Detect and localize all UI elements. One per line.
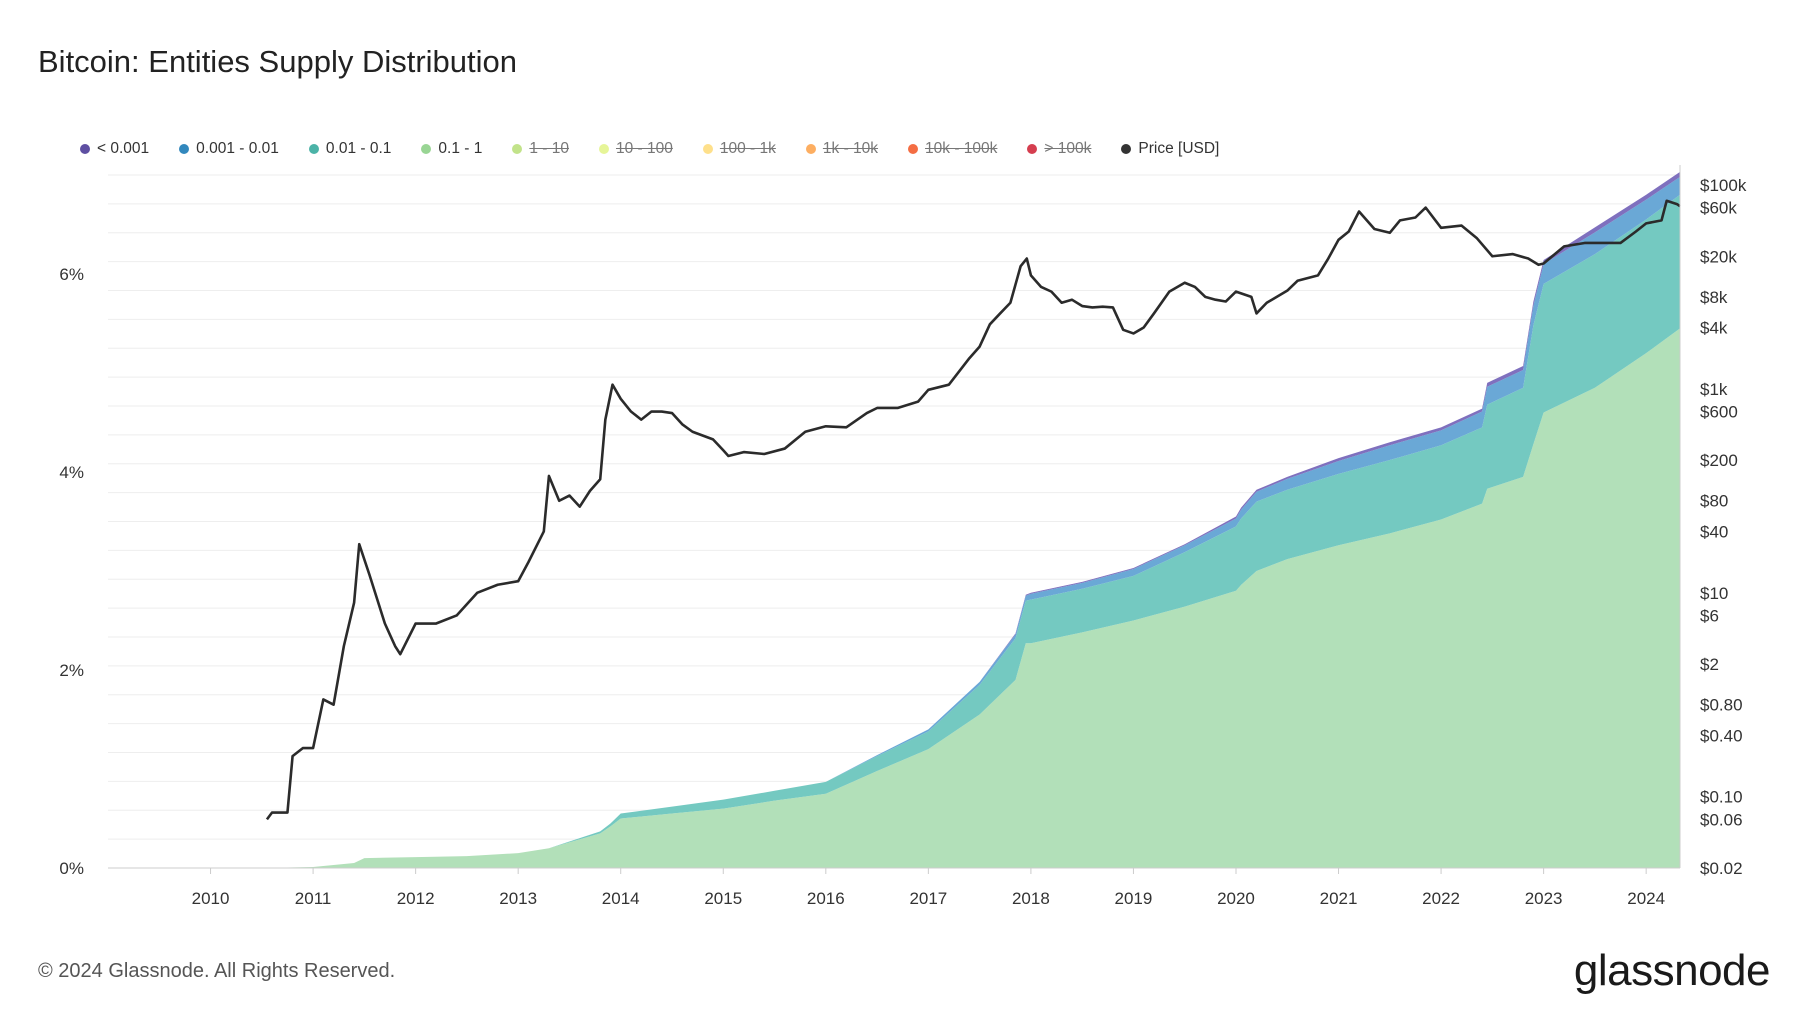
copyright-text: © 2024 Glassnode. All Rights Reserved.: [38, 960, 396, 982]
x-tick-label: 2012: [397, 889, 435, 908]
area-0-01-0-1: [108, 194, 1680, 868]
y-right-tick-label: $0.40: [1700, 726, 1743, 745]
legend-label: 0.01 - 0.1: [325, 140, 392, 157]
legend-dot-icon: [308, 144, 319, 154]
x-tick-label: 2015: [704, 889, 742, 908]
legend-label: > 100k: [1044, 140, 1092, 157]
y-right-tick-label: $20k: [1700, 247, 1737, 266]
legend-label: 100 - 1k: [719, 140, 776, 157]
x-tick-label: 2010: [192, 889, 230, 908]
legend-label: 0.1 - 1: [438, 140, 483, 157]
legend-dot-icon: [598, 144, 609, 154]
legend: < 0.001 0.001 - 0.01 0.01 - 0.1 0.1 - 1 1 - …: [80, 140, 1249, 158]
y-right-tick-label: $0.06: [1700, 810, 1743, 829]
y-left-tick-label: 4%: [59, 463, 84, 482]
x-tick-label: 2018: [1012, 889, 1050, 908]
x-tick-label: 2016: [807, 889, 845, 908]
price-series: [265, 199, 1681, 821]
legend-item[interactable]: Price [USD]: [1121, 140, 1219, 158]
area-series: [108, 171, 1680, 869]
x-tick-label: 2023: [1525, 889, 1563, 908]
legend-item[interactable]: > 100k: [1027, 140, 1091, 158]
area-0-1-1: [108, 328, 1680, 868]
legend-dot-icon: [179, 144, 190, 154]
y-right-tick-label: $40: [1700, 522, 1728, 541]
legend-dot-icon: [1027, 144, 1038, 154]
legend-label: Price [USD]: [1138, 140, 1220, 157]
legend-dot-icon: [908, 144, 919, 154]
y-right-tick-label: $100k: [1700, 176, 1747, 195]
y-left-tick-label: 6%: [59, 265, 84, 284]
legend-item[interactable]: < 0.001: [80, 140, 149, 158]
legend-label: 0.001 - 0.01: [196, 140, 279, 157]
x-tick-label: 2019: [1115, 889, 1153, 908]
legend-dot-icon: [1121, 144, 1132, 154]
y-right-tick-label: $2: [1700, 655, 1719, 674]
y-right-tick-label: $1k: [1700, 380, 1728, 399]
legend-item[interactable]: 1 - 10: [512, 140, 569, 158]
y-right-tick-label: $0.80: [1700, 696, 1743, 715]
legend-item[interactable]: 0.01 - 0.1: [308, 140, 392, 158]
legend-label: 10 - 100: [615, 140, 673, 157]
y-right-tick-label: $8k: [1700, 288, 1728, 307]
x-tick-label: 2017: [909, 889, 947, 908]
legend-label: 10k - 100k: [925, 140, 998, 157]
y-right-tick-label: $200: [1700, 451, 1738, 470]
legend-label: < 0.001: [97, 140, 150, 157]
legend-label: 1 - 10: [529, 140, 569, 157]
x-tick-label: 2021: [1320, 889, 1358, 908]
legend-label: 1k - 10k: [822, 140, 879, 157]
y-right-tick-label: $600: [1700, 403, 1738, 422]
legend-dot-icon: [805, 144, 816, 154]
x-tick-label: 2022: [1422, 889, 1460, 908]
price-line: [265, 199, 1681, 821]
y-right-tick-label: $0.02: [1700, 859, 1743, 878]
glassnode-logo: glassnode: [1573, 946, 1771, 995]
y-right-tick-label: $4k: [1700, 319, 1728, 338]
legend-item[interactable]: 0.1 - 1: [421, 140, 482, 158]
x-tick-label: 2013: [499, 889, 537, 908]
y-right-tick-label: $60k: [1700, 199, 1737, 218]
axes: 2010 2011 2012 2013 2014 2015 2016 2017 2018 2019…: [59, 165, 1747, 908]
legend-dot-icon: [421, 144, 432, 154]
y-left-tick-label: 2%: [59, 661, 84, 680]
y-right-tick-label: $0.10: [1700, 788, 1743, 807]
legend-item[interactable]: 100 - 1k: [702, 140, 776, 158]
chart-title: Bitcoin: Entities Supply Distribution: [38, 44, 518, 79]
legend-item[interactable]: 10 - 100: [598, 140, 673, 158]
legend-dot-icon: [702, 144, 713, 154]
legend-dot-icon: [512, 144, 523, 154]
x-tick-label: 2024: [1627, 889, 1665, 908]
legend-item[interactable]: 10k - 100k: [908, 140, 997, 158]
x-tick-label: 2014: [602, 889, 640, 908]
legend-dot-icon: [80, 144, 90, 154]
y-right-tick-label: $6: [1700, 606, 1719, 625]
legend-item[interactable]: 1k - 10k: [805, 140, 879, 158]
x-tick-label: 2011: [295, 889, 332, 908]
x-tick-label: 2020: [1217, 889, 1255, 908]
legend-item[interactable]: 0.001 - 0.01: [179, 140, 279, 158]
y-left-tick-label: 0%: [59, 859, 84, 878]
y-right-tick-label: $80: [1700, 492, 1728, 511]
y-right-tick-label: $10: [1700, 584, 1728, 603]
